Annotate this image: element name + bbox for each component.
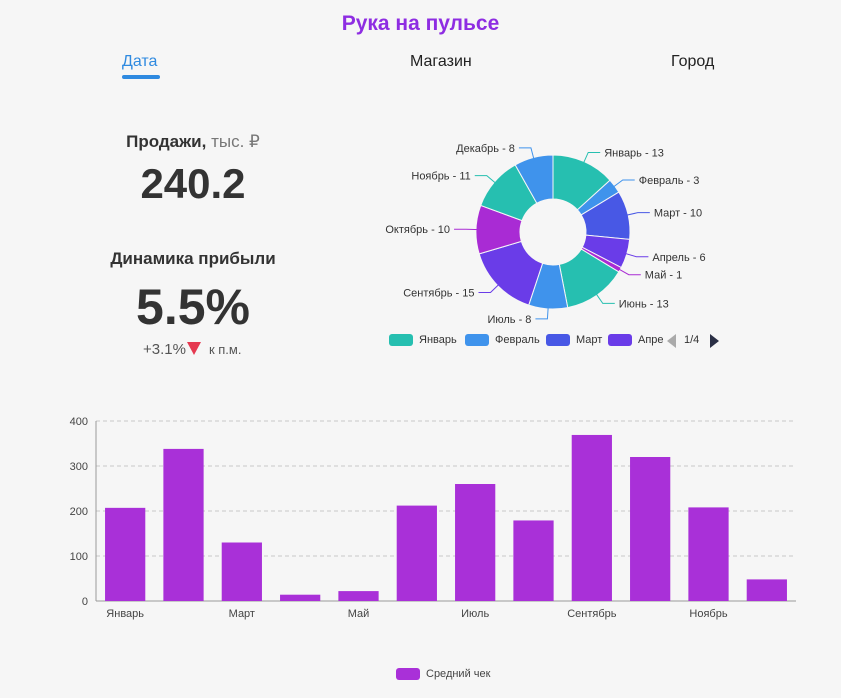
bar[interactable]: [163, 448, 204, 601]
x-tick-label: Март: [229, 608, 255, 620]
pie-slice-label: Июнь - 13: [619, 298, 669, 310]
pie-slice-label: Февраль - 3: [639, 175, 700, 187]
tab-active-indicator: [122, 75, 160, 79]
bar[interactable]: [688, 507, 729, 601]
bar[interactable]: [338, 591, 379, 601]
legend-label: Январь: [419, 334, 457, 346]
x-tick-label: Сентябрь: [567, 608, 617, 620]
pie-slice-label: Сентябрь - 15: [403, 288, 474, 300]
legend-label: Средний чек: [426, 668, 491, 680]
legend-prev-icon[interactable]: [667, 334, 676, 348]
bar[interactable]: [221, 542, 262, 602]
legend-page-indicator: 1/4: [684, 334, 700, 346]
sales-label: Продажи, тыс. ₽: [100, 132, 286, 152]
pie-slice[interactable]: [514, 154, 554, 204]
bar[interactable]: [280, 594, 321, 601]
bar[interactable]: [746, 579, 787, 601]
legend-label: Февраль: [495, 334, 540, 346]
legend-label: Апре: [638, 334, 664, 346]
sales-value: 240.2: [140, 160, 246, 207]
legend-next-icon[interactable]: [710, 334, 719, 348]
page-title: Рука на пульсе: [341, 12, 500, 35]
pie-slice-label: Ноябрь - 11: [411, 171, 470, 183]
y-tick-label: 300: [70, 461, 88, 473]
pie-slice-label: Январь - 13: [604, 147, 664, 159]
bar[interactable]: [105, 507, 146, 601]
tab-store[interactable]: Магазин: [410, 53, 472, 70]
y-tick-label: 0: [82, 596, 88, 608]
y-tick-label: 100: [70, 551, 88, 563]
pie-leader-line: [612, 179, 635, 189]
pie-leader-line: [518, 147, 535, 161]
pie-leader-line: [474, 175, 497, 185]
pie-leader-line: [478, 283, 501, 294]
profit-value: 5.5%: [136, 279, 250, 335]
legend-swatch: [546, 334, 570, 346]
pie-slice-label: Март - 10: [654, 208, 702, 220]
pie-slice-label: Апрель - 6: [652, 252, 705, 264]
legend-swatch: [608, 334, 632, 346]
pie-slice-label: Май - 1: [645, 270, 682, 282]
pie-legend-item[interactable]: Март: [546, 334, 602, 346]
pie-leader-line: [617, 267, 641, 276]
pie-leader-line: [623, 252, 649, 258]
pie-leader-line: [594, 292, 615, 304]
bar[interactable]: [571, 434, 612, 601]
pie-legend-item[interactable]: Январь: [389, 334, 457, 346]
x-tick-label: Май: [348, 608, 370, 620]
sales-unit: тыс. ₽: [211, 132, 260, 151]
pie-leader-line: [582, 151, 601, 165]
bar[interactable]: [513, 520, 554, 601]
pie-slice-label: Декабрь - 8: [456, 143, 515, 155]
profit-delta: +3.1% к п.м.: [143, 341, 241, 358]
x-tick-label: Ноябрь: [689, 608, 727, 620]
bar[interactable]: [396, 505, 437, 601]
bar-legend-item[interactable]: Средний чек: [396, 668, 490, 680]
legend-label: Март: [576, 334, 603, 346]
x-tick-label: Январь: [106, 608, 144, 620]
pie-slice-label: Июль - 8: [487, 314, 531, 326]
bar[interactable]: [630, 457, 671, 601]
bar[interactable]: [455, 484, 496, 601]
pie-legend-item[interactable]: Февраль: [465, 334, 540, 346]
x-tick-label: Июль: [461, 608, 489, 620]
profit-label: Динамика прибыли: [110, 249, 276, 268]
tab-city[interactable]: Город: [671, 53, 715, 70]
legend-swatch: [389, 334, 413, 346]
pie-legend-item[interactable]: Апре: [608, 334, 664, 346]
y-tick-label: 400: [70, 416, 88, 428]
pie-leader-line: [625, 212, 650, 217]
legend-swatch: [465, 334, 489, 346]
delta-suffix: к п.м.: [208, 342, 242, 357]
legend-swatch: [396, 668, 420, 680]
down-triangle-icon: [186, 342, 201, 355]
tab-date[interactable]: Дата: [122, 53, 158, 70]
sales-label-text: Продажи,: [126, 132, 207, 151]
y-tick-label: 200: [70, 506, 88, 518]
pie-slice-label: Октябрь - 10: [385, 224, 450, 236]
delta-value: +3.1%: [143, 341, 186, 358]
pie-leader-line: [535, 305, 549, 320]
